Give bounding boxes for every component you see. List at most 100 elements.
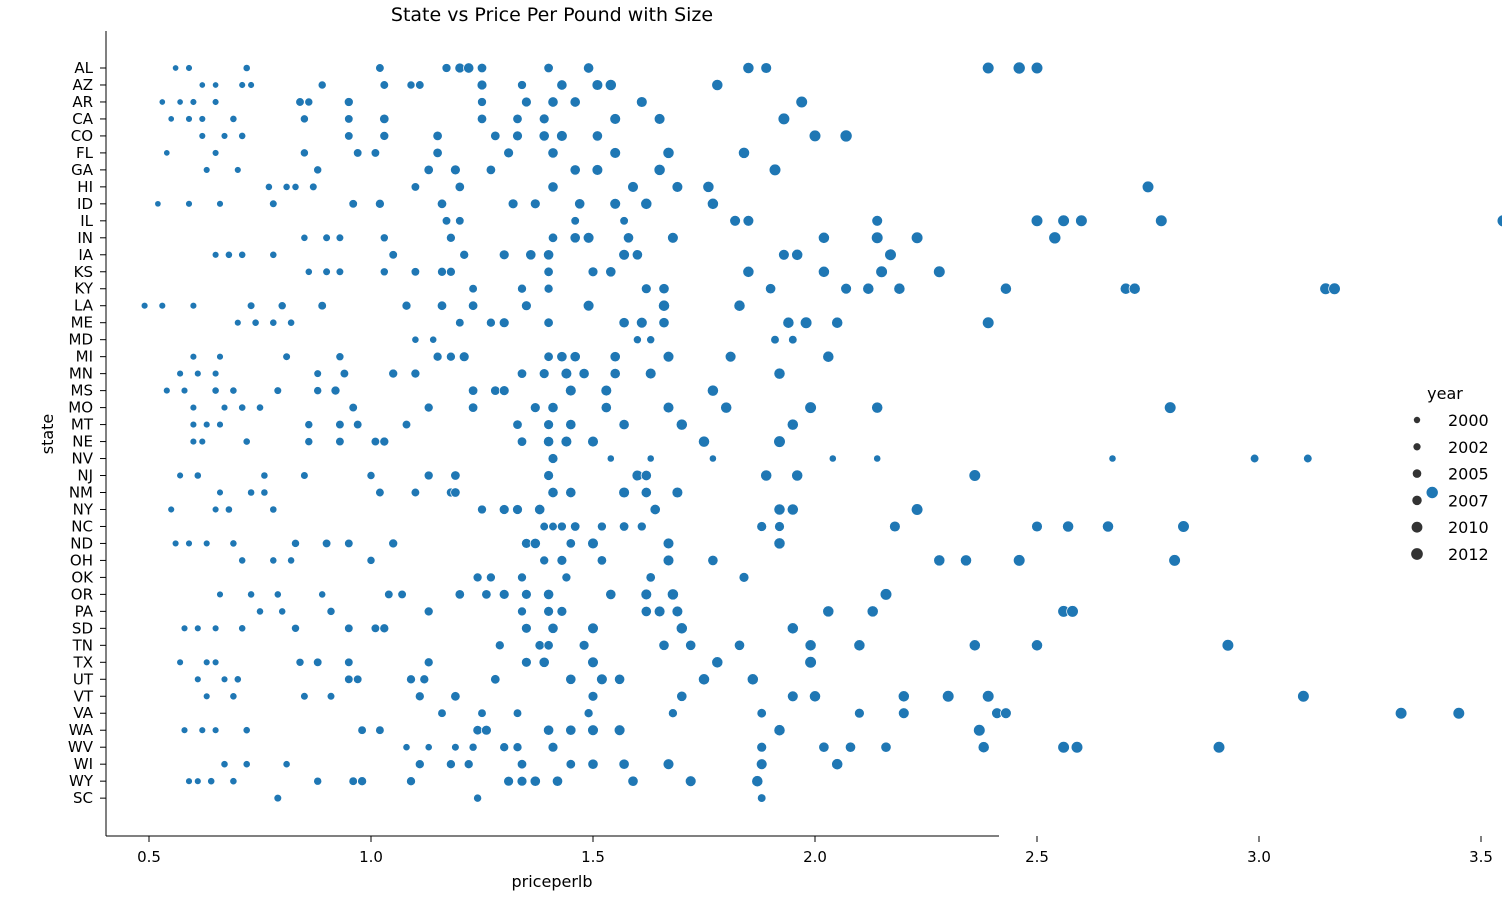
point-id-11: [640, 197, 653, 210]
point-nm-3: [375, 487, 385, 498]
point-vt-7: [676, 690, 688, 702]
point-wv-4: [499, 742, 510, 753]
point-il-8: [1057, 214, 1070, 227]
point-il-3: [619, 216, 629, 226]
point-sd-0: [180, 624, 189, 633]
point-il-4: [729, 215, 741, 227]
x-tick-label-4: 2.5: [1025, 848, 1049, 866]
point-or-0: [216, 590, 224, 599]
point-mi-13: [822, 350, 835, 363]
point-ks-0: [304, 267, 313, 276]
y-tick-label-ny: NY: [73, 500, 94, 518]
point-mn-8: [538, 368, 550, 379]
point-ks-2: [335, 267, 345, 277]
point-id-0: [154, 200, 162, 208]
point-wy-8: [503, 775, 514, 787]
point-ne-3: [304, 437, 314, 447]
y-tick-label-mt: MT: [71, 416, 94, 434]
point-id-5: [375, 198, 385, 209]
point-id-8: [529, 198, 541, 210]
point-mn-10: [578, 368, 590, 380]
point-wy-2: [207, 777, 216, 786]
point-ar-4: [295, 97, 305, 107]
point-co-1: [220, 132, 229, 140]
point-fl-10: [738, 146, 750, 159]
legend: year 2000 2002 2005 2007 2010 2012: [1411, 384, 1489, 564]
point-mi-7: [543, 351, 554, 362]
point-mi-4: [432, 351, 443, 362]
point-in-1: [322, 233, 331, 243]
point-ks-11: [817, 265, 830, 278]
point-ga-4: [450, 164, 461, 176]
point-al-13: [1012, 61, 1026, 75]
point-tn-9: [968, 639, 981, 652]
legend-marker-2010: [1411, 521, 1423, 533]
point-az-1: [212, 81, 220, 89]
point-ny-5: [498, 504, 510, 515]
y-tick-label-ut: UT: [73, 670, 94, 688]
point-mt-0: [189, 420, 198, 429]
point-ny-1: [211, 505, 220, 514]
point-nd-7: [388, 538, 399, 549]
point-id-6: [436, 198, 448, 209]
point-mn-9: [560, 367, 573, 380]
point-nc-0: [539, 521, 549, 532]
point-wa-8: [543, 724, 555, 736]
legend-marker-2012: [1411, 548, 1423, 560]
point-ar-1: [176, 98, 184, 106]
point-pa-10: [822, 605, 835, 618]
point-wa-11: [613, 724, 626, 736]
point-ia-5: [459, 249, 470, 260]
point-me-8: [618, 317, 630, 329]
point-ga-8: [653, 163, 666, 176]
point-ms-8: [490, 385, 501, 396]
point-me-0: [234, 318, 242, 327]
point-ne-7: [516, 436, 528, 447]
point-ms-4: [273, 386, 283, 395]
point-va-2: [512, 708, 523, 718]
point-nd-5: [321, 538, 332, 549]
point-in-10: [817, 231, 830, 244]
point-la-4: [277, 301, 287, 311]
point-oh-8: [707, 554, 719, 566]
point-tn-1: [534, 640, 545, 651]
point-ny-4: [477, 504, 487, 515]
point-md-4: [770, 335, 780, 345]
point-co-0: [198, 132, 207, 140]
point-ne-1: [198, 437, 207, 446]
point-ok-2: [517, 572, 527, 583]
point-ms-12: [706, 384, 719, 397]
point-or-4: [384, 589, 394, 600]
point-ne-0: [189, 437, 198, 446]
y-tick-label-in: IN: [77, 229, 93, 247]
point-me-13: [831, 316, 844, 329]
point-ms-10: [565, 384, 577, 397]
point-ks-1: [322, 267, 331, 277]
x-ticks: 0.51.01.52.02.53.03.54.0: [137, 836, 1493, 866]
point-la-3: [246, 301, 256, 310]
point-al-7: [476, 62, 488, 74]
point-nj-3: [300, 471, 309, 480]
y-tick-label-tx: TX: [73, 653, 93, 671]
point-ny-6: [512, 504, 523, 515]
point-ut-8: [565, 673, 577, 685]
point-mo-14: [1164, 401, 1177, 414]
y-tick-label-ne: NE: [72, 433, 93, 451]
point-ky-2: [543, 283, 554, 294]
point-ks-13: [933, 265, 946, 278]
point-id-10: [609, 198, 621, 210]
point-az-7: [415, 80, 425, 90]
point-co-10: [591, 130, 603, 142]
point-wa-6: [472, 725, 483, 736]
x-tick-label-6: 3.5: [1469, 848, 1493, 866]
point-co-12: [839, 129, 853, 143]
point-id-3: [269, 199, 278, 209]
point-co-2: [238, 131, 247, 140]
point-oh-1: [269, 556, 278, 565]
point-mn-6: [410, 368, 421, 379]
point-wy-13: [684, 775, 697, 787]
point-oh-7: [662, 554, 675, 567]
point-vt-6: [587, 690, 599, 702]
point-nj-1: [193, 471, 202, 480]
point-nj-5: [423, 470, 434, 481]
